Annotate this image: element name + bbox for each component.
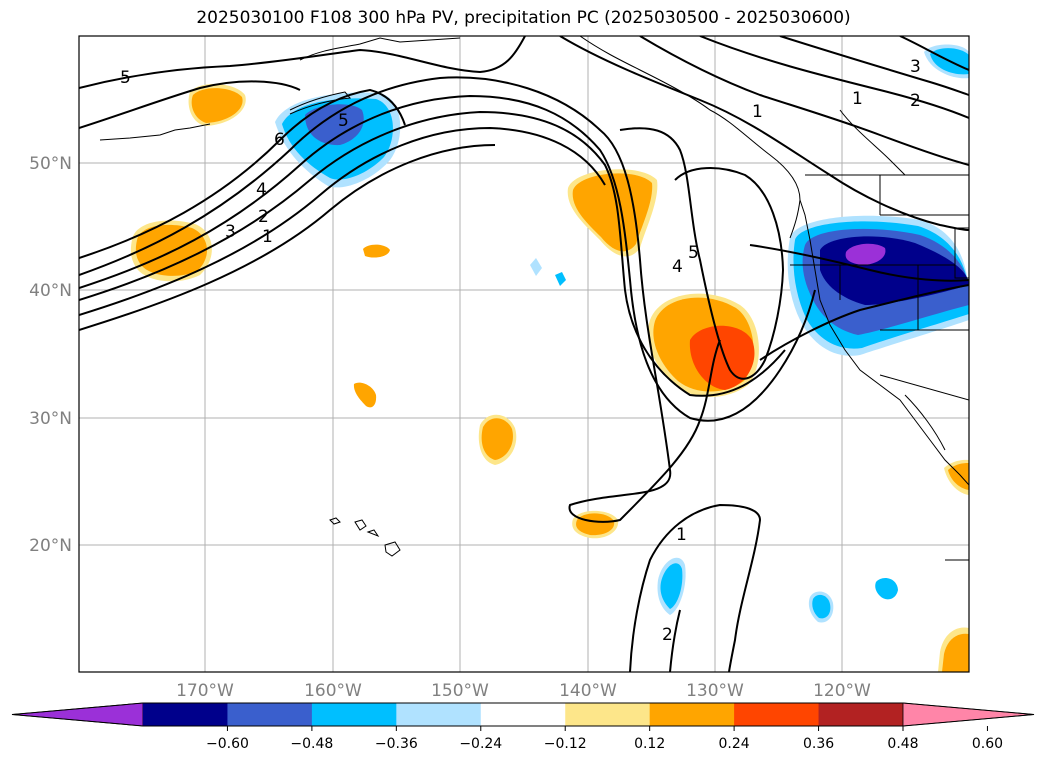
lon-label: 150°W	[431, 681, 489, 701]
contour-label: 2	[910, 91, 921, 111]
plot-area	[79, 36, 969, 672]
colorbar-tick-label: −0.48	[290, 736, 333, 752]
colorbar-segment	[818, 703, 904, 726]
contour-label: 1	[752, 102, 763, 122]
colorbar: −0.60 −0.48 −0.36 −0.24 −0.12 0.12 0.24 0.36 0.4…	[11, 702, 1035, 752]
colorbar-segment	[565, 703, 651, 726]
colorbar-tick-label: 0.12	[634, 736, 665, 752]
lat-label: 50°N	[29, 154, 72, 174]
colorbar-tick-label: 0.24	[719, 736, 750, 752]
lon-label: 140°W	[559, 681, 617, 701]
colorbar-segment	[734, 703, 820, 726]
lon-label: 130°W	[686, 681, 744, 701]
colorbar-segment	[227, 703, 313, 726]
colorbar-tick-label: 0.36	[803, 736, 834, 752]
contour-label: 3	[225, 222, 236, 242]
colorbar-tick-label: 0.48	[887, 736, 918, 752]
contour-label: 5	[338, 111, 349, 131]
contour-label: 1	[262, 227, 273, 247]
contour-label: 4	[672, 257, 683, 277]
contour-label: 2	[662, 625, 673, 645]
latitude-labels: 50°N 40°N 30°N 20°N	[29, 154, 72, 556]
contour-label: 2	[258, 207, 269, 227]
contour-label: 5	[688, 243, 699, 263]
lon-label: 170°W	[176, 681, 234, 701]
contour-label: 3	[910, 57, 921, 77]
colorbar-tick-label: 0.60	[972, 736, 1003, 752]
contour-labels: 5 6 5 4 3 2 1 1 1 2 3 5 4 1 2	[120, 57, 921, 645]
coastlines	[99, 36, 969, 561]
colorbar-segment	[143, 703, 228, 726]
plot-border	[78, 35, 970, 673]
colorbar-tick-label: −0.36	[375, 736, 418, 752]
contour-label: 6	[274, 130, 285, 150]
lat-label: 20°N	[29, 536, 72, 556]
contour-label: 1	[676, 525, 687, 545]
map-title: 2025030100 F108 300 hPa PV, precipitatio…	[196, 8, 851, 28]
contour-label: 4	[256, 180, 267, 200]
contour-label: 5	[120, 68, 131, 88]
pv-contours	[79, 36, 969, 672]
colorbar-segment	[480, 703, 566, 726]
colorbar-tick-label: −0.60	[206, 736, 249, 752]
colorbar-segment	[311, 703, 397, 726]
lon-label: 120°W	[813, 681, 871, 701]
longitude-labels: 170°W 160°W 150°W 140°W 130°W 120°W	[176, 681, 871, 701]
colorbar-extend-low	[11, 702, 144, 727]
lon-label: 160°W	[304, 681, 362, 701]
colorbar-outline	[11, 702, 1035, 727]
contour-label: 1	[852, 89, 863, 109]
colorbar-segment	[396, 703, 482, 726]
lat-label: 30°N	[29, 409, 72, 429]
colorbar-extend-high	[902, 702, 1035, 727]
colorbar-tick-label: −0.12	[544, 736, 587, 752]
colorbar-tick-label: −0.24	[459, 736, 502, 752]
colorbar-segment	[649, 703, 735, 726]
lat-label: 40°N	[29, 281, 72, 301]
gridlines	[79, 36, 969, 672]
